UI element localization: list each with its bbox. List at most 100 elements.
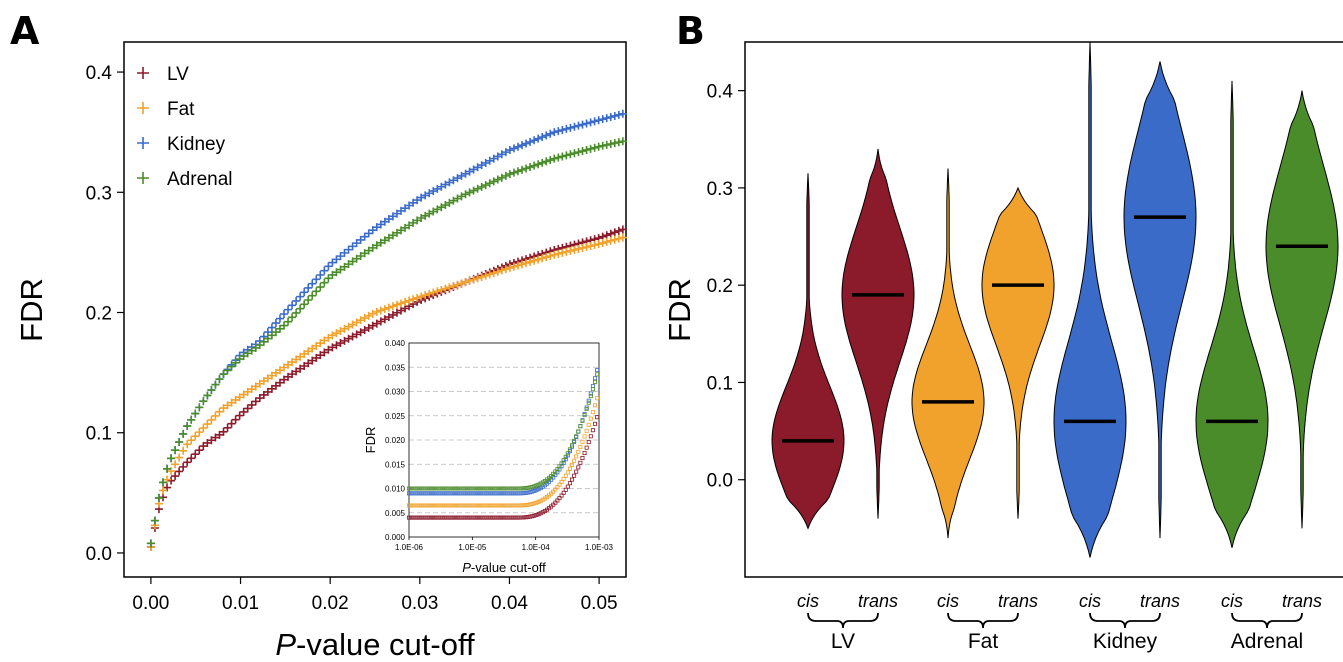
data-point-lv: [304, 359, 313, 368]
data-point-kidney: [518, 141, 527, 150]
data-point-kidney: [461, 169, 470, 178]
data-point-lv: [203, 438, 212, 447]
data-point-kidney: [497, 150, 506, 159]
inset-data-point-kidney: [440, 491, 445, 496]
inset-data-point-kidney: [480, 491, 485, 496]
data-point-adrenal: [489, 177, 498, 186]
data-point-kidney: [288, 301, 297, 310]
inset-data-point-adrenal: [515, 486, 520, 491]
data-point-fat: [465, 276, 474, 285]
inset-data-point-adrenal: [467, 486, 472, 491]
data-point-fat: [409, 295, 418, 304]
data-point-kidney: [320, 266, 329, 275]
violin-adrenal-trans: [1265, 90, 1339, 529]
data-point-lv: [247, 400, 256, 409]
data-point-kidney: [284, 305, 293, 314]
data-point-fat: [618, 233, 627, 242]
data-point-lv: [267, 384, 276, 393]
data-point-kidney: [445, 178, 454, 187]
data-point-lv: [614, 226, 623, 235]
data-point-adrenal: [606, 139, 615, 148]
data-point-adrenal: [578, 147, 587, 156]
data-point-lv: [312, 353, 321, 362]
inset-data-point-adrenal: [452, 486, 457, 491]
data-point-kidney: [505, 146, 514, 155]
inset-data-point-fat: [484, 503, 489, 508]
data-point-adrenal: [368, 243, 377, 252]
data-point-lv: [235, 411, 244, 420]
data-point-adrenal: [199, 397, 208, 406]
data-point-kidney: [614, 110, 623, 119]
inset-data-point-fat: [530, 501, 535, 506]
inset-data-point-lv: [438, 515, 443, 520]
inset-points: [406, 368, 600, 520]
data-point-adrenal: [227, 362, 236, 371]
inset-data-point-lv: [538, 511, 543, 516]
inset-data-point-kidney: [432, 491, 437, 496]
inset-data-point-adrenal: [590, 387, 595, 392]
data-point-adrenal: [167, 454, 176, 463]
panel-a-y-tick-label: 0.4: [86, 63, 113, 84]
inset-data-point-lv: [429, 515, 434, 520]
data-point-fat: [175, 453, 184, 462]
inset-data-point-lv: [588, 434, 593, 439]
data-point-fat: [167, 467, 176, 476]
inset-data-point-adrenal: [457, 486, 462, 491]
data-point-fat: [594, 240, 603, 249]
data-point-fat: [586, 242, 595, 251]
data-point-fat: [312, 341, 321, 350]
data-point-fat: [405, 296, 414, 305]
data-point-adrenal: [526, 163, 535, 172]
inset-data-point-lv: [584, 445, 589, 450]
data-point-fat: [158, 486, 167, 495]
violin-kidney-cis: [1053, 41, 1127, 558]
data-point-fat: [582, 243, 591, 252]
panel-b-y-tick-label: 0.2: [707, 276, 733, 297]
data-point-adrenal: [372, 241, 381, 250]
inset-data-point-fat: [471, 503, 476, 508]
inset-data-point-adrenal: [494, 486, 499, 491]
data-point-kidney: [485, 156, 494, 165]
inset-data-point-lv: [519, 515, 524, 520]
inset-data-point-adrenal: [488, 486, 493, 491]
data-point-adrenal: [191, 409, 200, 418]
series-adrenal: [146, 137, 627, 548]
data-point-adrenal: [409, 218, 418, 227]
data-point-kidney: [570, 122, 579, 131]
data-point-fat: [356, 316, 365, 325]
legend-label-adrenal: Adrenal: [167, 169, 233, 190]
inset-data-point-adrenal: [580, 418, 585, 423]
inset-data-point-adrenal: [584, 407, 589, 412]
data-point-adrenal: [481, 181, 490, 190]
data-point-kidney: [304, 283, 313, 292]
data-point-fat: [320, 336, 329, 345]
panel-a-x-tick-label: 0.03: [401, 593, 438, 614]
data-point-fat: [413, 293, 422, 302]
data-point-adrenal: [235, 355, 244, 364]
inset-data-point-adrenal: [421, 486, 426, 491]
inset-data-point-lv: [557, 496, 562, 501]
data-point-adrenal: [203, 391, 212, 400]
data-point-fat: [328, 331, 337, 340]
inset-data-point-kidney: [463, 491, 468, 496]
inset-data-point-lv: [555, 498, 560, 503]
data-point-lv: [163, 483, 172, 492]
data-point-adrenal: [179, 429, 188, 438]
inset-data-point-fat: [475, 503, 480, 508]
panel-a-x-tick-label: 0.04: [491, 593, 528, 614]
series-kidney: [146, 109, 627, 548]
inset-data-point-kidney: [427, 491, 432, 496]
inset-y-tick-label: 0.025: [385, 412, 406, 421]
inset-data-point-fat: [461, 503, 466, 508]
data-point-lv: [336, 339, 345, 348]
inset-data-point-lv: [521, 515, 526, 520]
inset-data-point-fat: [452, 503, 457, 508]
inset-data-point-lv: [572, 473, 577, 478]
data-point-lv: [211, 433, 220, 442]
data-point-adrenal: [477, 182, 486, 191]
inset-data-point-fat: [519, 503, 524, 508]
inset-data-point-lv: [421, 515, 426, 520]
inset-data-point-lv: [446, 515, 451, 520]
inset-data-point-fat: [457, 503, 462, 508]
inset-data-point-kidney: [473, 491, 478, 496]
